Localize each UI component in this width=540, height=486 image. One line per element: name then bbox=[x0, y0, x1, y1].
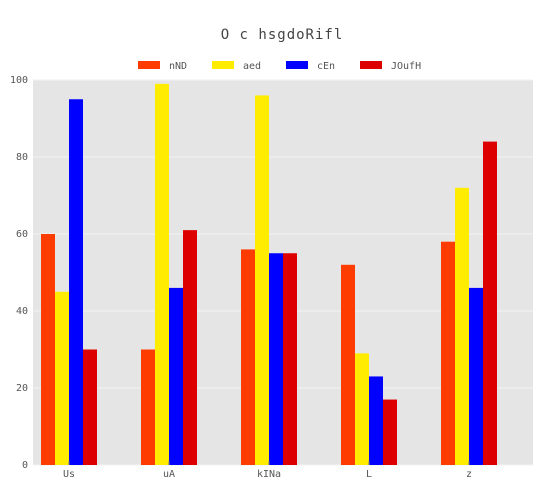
y-tick-label: 60 bbox=[16, 229, 28, 240]
x-tick-label: z bbox=[466, 469, 472, 480]
bar-nND-L bbox=[341, 264, 355, 465]
bar-aed-L bbox=[355, 353, 369, 465]
bar-nND-uA bbox=[141, 349, 155, 465]
y-tick-label: 0 bbox=[22, 460, 28, 471]
bar-cEn-L bbox=[369, 376, 383, 465]
legend-swatch-JOufH bbox=[360, 61, 382, 69]
bar-cEn-uA bbox=[169, 287, 183, 465]
y-tick-label: 40 bbox=[16, 306, 28, 317]
legend-label-cEn: cEn bbox=[317, 61, 335, 72]
bar-aed-uA bbox=[155, 83, 169, 465]
bar-cEn-kINa bbox=[269, 253, 283, 465]
bar-cEn-z bbox=[469, 287, 483, 465]
x-tick-label: kINa bbox=[257, 469, 281, 480]
y-axis: 0 20 40 60 80 100 bbox=[10, 75, 28, 471]
chart-title: O c hsgdoRifl bbox=[221, 27, 344, 43]
bar-JOufH-kINa bbox=[283, 253, 297, 465]
legend-label-aed: aed bbox=[243, 61, 261, 72]
x-tick-label: L bbox=[366, 469, 372, 480]
legend-swatch-cEn bbox=[286, 61, 308, 69]
y-tick-label: 80 bbox=[16, 152, 28, 163]
bar-aed-z bbox=[455, 187, 469, 466]
bar-nND-kINa bbox=[241, 249, 255, 465]
x-tick-label: uA bbox=[163, 469, 175, 480]
y-tick-label: 20 bbox=[16, 383, 28, 394]
bar-JOufH-Us bbox=[83, 349, 97, 465]
y-tick-label: 100 bbox=[10, 75, 28, 86]
legend-swatch-aed bbox=[212, 61, 234, 69]
bar-JOufH-uA bbox=[183, 230, 197, 465]
legend: nND aed cEn JOufH bbox=[138, 61, 421, 72]
legend-label-JOufH: JOufH bbox=[391, 61, 421, 72]
bar-nND-z bbox=[441, 241, 455, 465]
bar-JOufH-L bbox=[383, 399, 397, 465]
x-tick-label: Us bbox=[63, 469, 75, 480]
legend-label-nND: nND bbox=[169, 61, 187, 72]
bars bbox=[41, 83, 497, 466]
bar-aed-kINa bbox=[255, 95, 269, 466]
bar-cEn-Us bbox=[69, 99, 83, 465]
bar-JOufH-z bbox=[483, 141, 497, 465]
bar-nND-Us bbox=[41, 234, 55, 465]
bar-aed-Us bbox=[55, 291, 69, 465]
legend-swatch-nND bbox=[138, 61, 160, 69]
